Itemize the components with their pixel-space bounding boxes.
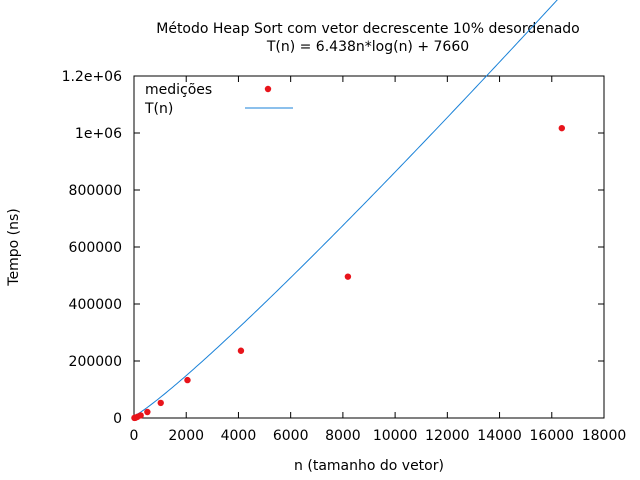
x-tick-label: 8000 (325, 428, 361, 444)
x-tick-label: 6000 (273, 428, 309, 444)
chart-title: Método Heap Sort com vetor decrescente 1… (156, 21, 580, 37)
x-tick-label: 16000 (530, 428, 575, 444)
y-tick-label: 600000 (69, 240, 122, 256)
x-tick-label: 18000 (582, 428, 627, 444)
y-tick-label: 1e+06 (75, 126, 122, 142)
measurement-point (184, 376, 191, 384)
measurement-point (157, 399, 164, 407)
legend-marker-measurements (264, 85, 272, 93)
fit-line (133, 0, 558, 417)
y-tick-label: 1.2e+06 (62, 69, 123, 85)
measurement-point (144, 408, 151, 416)
legend: medições T(n) (144, 82, 293, 117)
y-tick-label: 800000 (69, 183, 122, 199)
x-tick-label: 2000 (168, 428, 204, 444)
x-tick-label: 12000 (425, 428, 470, 444)
plot-frame (133, 75, 605, 419)
measurement-series (131, 124, 565, 422)
legend-label-measurements: medições (145, 82, 212, 98)
measurement-point (237, 347, 245, 354)
x-tick-label: 10000 (373, 428, 418, 444)
x-tick-label: 0 (130, 428, 139, 444)
fit-line-series (133, 0, 558, 417)
y-axis-label: Tempo (ns) (6, 208, 22, 286)
y-tick-label: 400000 (69, 297, 122, 313)
legend-label-fit: T(n) (144, 101, 173, 117)
y-tick-label: 0 (113, 411, 122, 427)
measurement-point (344, 273, 352, 280)
x-tick-label: 4000 (221, 428, 257, 444)
measurement-point (558, 124, 565, 132)
chart-subtitle: T(n) = 6.438n*log(n) + 7660 (266, 39, 469, 55)
y-tick-label: 200000 (69, 354, 122, 370)
measurement-point (137, 412, 144, 419)
y-axis: 0 200000 400000 600000 800000 1e+06 1.2e+06 (62, 69, 604, 427)
x-tick-label: 14000 (477, 428, 522, 444)
x-axis: 0 2000 4000 6000 8000 10000 12000 14000 16000 180… (130, 76, 627, 444)
x-axis-label: n (tamanho do vetor) (294, 458, 444, 474)
